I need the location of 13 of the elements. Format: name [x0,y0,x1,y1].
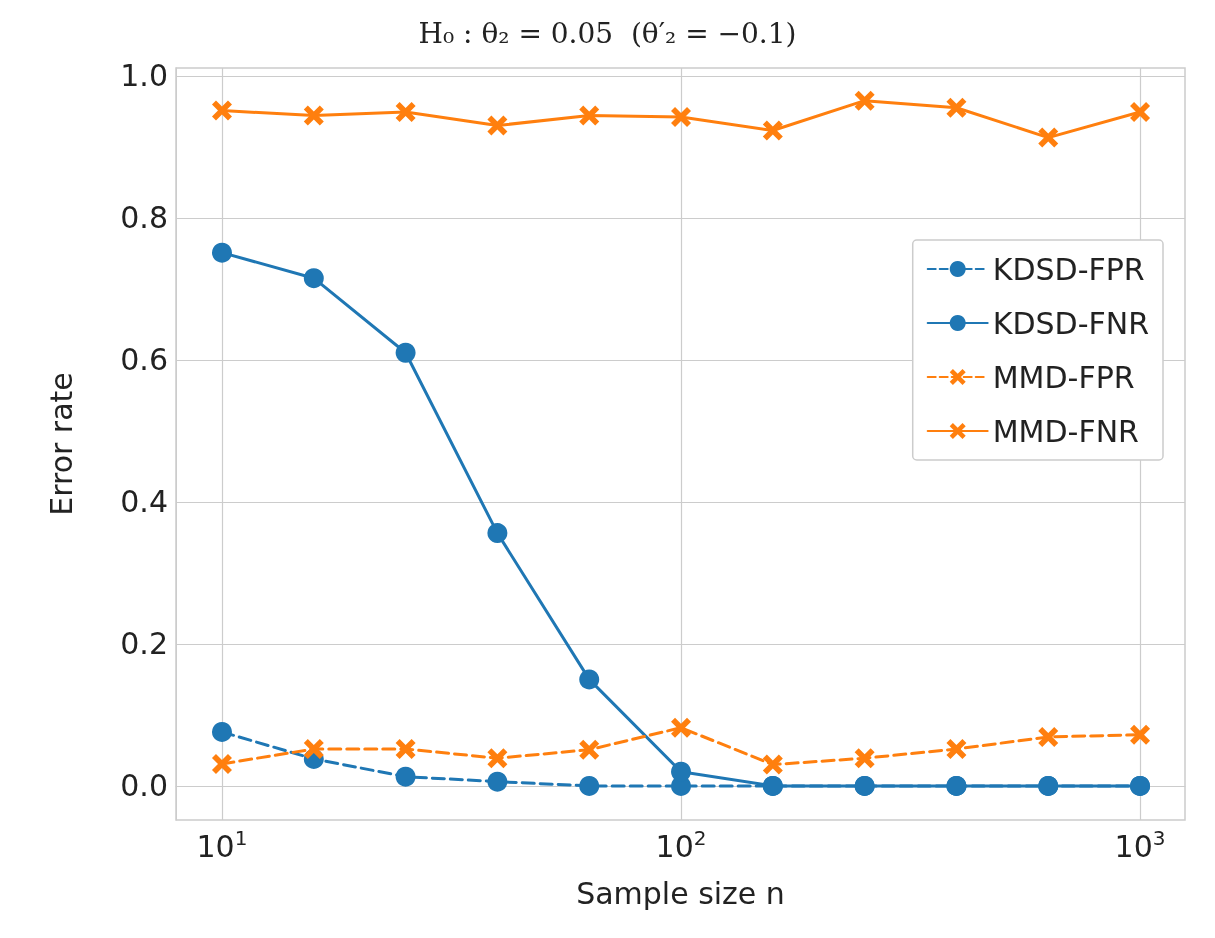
legend-label: KDSD-FNR [992,305,1150,341]
y-axis-title: Error rate [43,372,79,516]
y-tick-label: 0.8 [120,200,168,236]
y-tick-label: 0.2 [120,626,168,662]
legend-label: MMD-FPR [992,359,1135,395]
legend-label: MMD-FNR [992,413,1139,449]
y-tick-label: 0.6 [120,342,168,378]
y-tick-label: 1.0 [120,58,168,94]
y-tick-label: 0.0 [120,768,168,804]
y-tick-label: 0.4 [120,484,168,520]
chart-title: H₀ : θ₂ = 0.05 (θ′₂ = −0.1) [418,16,797,50]
x-axis-title: Sample size n [576,875,785,911]
legend-label: KDSD-FPR [992,251,1145,287]
